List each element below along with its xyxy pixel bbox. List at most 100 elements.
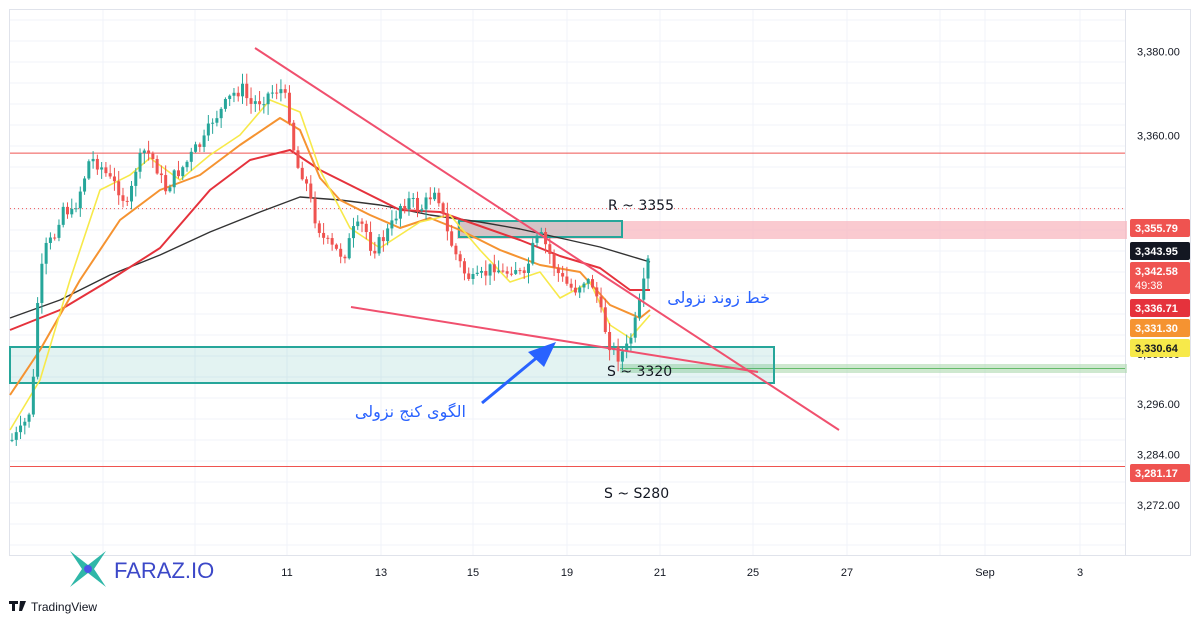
candle bbox=[151, 151, 155, 168]
candle-body bbox=[151, 153, 155, 159]
candle-body bbox=[53, 237, 57, 239]
price-tags: 3,355.79 3,343.95 3,342.58 49:38 3,336.71 3,3… bbox=[1130, 219, 1190, 482]
candle-body bbox=[433, 192, 437, 200]
candle-body bbox=[14, 432, 18, 440]
candle bbox=[104, 162, 108, 177]
candle bbox=[526, 257, 530, 284]
candle-body bbox=[130, 185, 134, 202]
candle bbox=[194, 141, 198, 153]
candle bbox=[317, 220, 321, 238]
candle-body bbox=[78, 191, 82, 209]
candle bbox=[497, 260, 501, 274]
candle bbox=[552, 249, 556, 277]
candle-body bbox=[509, 273, 513, 275]
candle-body bbox=[313, 198, 317, 224]
grid bbox=[9, 9, 1191, 556]
candle-body bbox=[138, 152, 142, 172]
candle-body bbox=[595, 287, 599, 297]
candle-body bbox=[356, 221, 360, 227]
candle bbox=[608, 323, 612, 361]
candle bbox=[518, 267, 522, 275]
candle-body bbox=[360, 221, 364, 224]
candle-body bbox=[270, 92, 274, 94]
candle-body bbox=[206, 123, 210, 136]
candle bbox=[322, 223, 326, 245]
candle bbox=[202, 129, 206, 153]
candle-body bbox=[19, 425, 23, 433]
candle-body bbox=[343, 256, 347, 259]
y-tick-label: 3,360.00 bbox=[1137, 130, 1180, 142]
candle bbox=[433, 187, 437, 202]
candle bbox=[642, 267, 646, 307]
candle-body bbox=[620, 351, 624, 362]
candle-body bbox=[27, 414, 31, 422]
candle bbox=[168, 184, 172, 193]
candle-body bbox=[488, 264, 492, 276]
candle bbox=[70, 198, 74, 218]
candle-body bbox=[501, 270, 505, 272]
candle-body bbox=[275, 92, 279, 94]
candle-body bbox=[10, 439, 14, 441]
candle-body bbox=[65, 206, 69, 215]
candle-body bbox=[117, 181, 121, 196]
candle-body bbox=[95, 158, 99, 170]
candle bbox=[249, 87, 253, 114]
candle bbox=[343, 254, 347, 264]
candle bbox=[569, 278, 573, 291]
candle bbox=[65, 202, 69, 219]
candle bbox=[629, 333, 633, 351]
candle-body bbox=[467, 273, 471, 279]
ma-line-1 bbox=[9, 149, 650, 331]
candle-body bbox=[492, 264, 496, 273]
candle-body bbox=[599, 296, 603, 308]
candle-body bbox=[582, 283, 586, 288]
candle bbox=[334, 243, 338, 251]
candle-body bbox=[112, 176, 116, 182]
candle bbox=[57, 219, 61, 242]
candle-body bbox=[398, 205, 402, 219]
candle bbox=[509, 266, 513, 277]
candle bbox=[411, 193, 415, 208]
candle-body bbox=[176, 170, 180, 177]
tradingview-logo-icon bbox=[9, 601, 26, 611]
candle bbox=[591, 274, 595, 289]
candle-body bbox=[211, 122, 215, 124]
pattern-label: الگوی کنج نزولی bbox=[355, 402, 466, 422]
candle bbox=[142, 148, 146, 164]
price-tag-value: 3,355.79 bbox=[1135, 223, 1178, 235]
candle bbox=[514, 261, 518, 276]
trendlines bbox=[254, 47, 840, 431]
candle-body bbox=[134, 171, 138, 186]
ma-line-3 bbox=[9, 99, 651, 431]
trendline-label: خط زوند نزولی bbox=[667, 288, 770, 308]
price-tag-value: 3,281.17 bbox=[1135, 468, 1178, 480]
candle bbox=[625, 334, 629, 359]
y-tick-label: 3,272.00 bbox=[1137, 500, 1180, 512]
candle-body bbox=[202, 135, 206, 147]
candle bbox=[31, 368, 35, 418]
candle bbox=[548, 238, 552, 264]
candle bbox=[40, 253, 44, 314]
candle bbox=[582, 281, 586, 293]
candle-body bbox=[287, 92, 291, 123]
candle bbox=[437, 188, 441, 207]
candle bbox=[296, 146, 300, 170]
candle-body bbox=[445, 213, 449, 232]
candle bbox=[262, 96, 266, 114]
candle-body bbox=[74, 208, 78, 210]
candle-body bbox=[240, 83, 244, 97]
candle bbox=[462, 258, 466, 281]
candle-body bbox=[381, 237, 385, 242]
candle-body bbox=[44, 242, 48, 264]
candle-body bbox=[142, 150, 146, 153]
candle bbox=[394, 210, 398, 225]
candle bbox=[61, 202, 65, 228]
candle bbox=[347, 233, 351, 260]
candle-body bbox=[569, 283, 573, 288]
candle-body bbox=[198, 144, 202, 147]
candle-body bbox=[552, 254, 556, 268]
x-axis: 11 13 15 19 21 25 27 Sep 3 bbox=[281, 567, 1083, 579]
candle bbox=[330, 233, 334, 251]
